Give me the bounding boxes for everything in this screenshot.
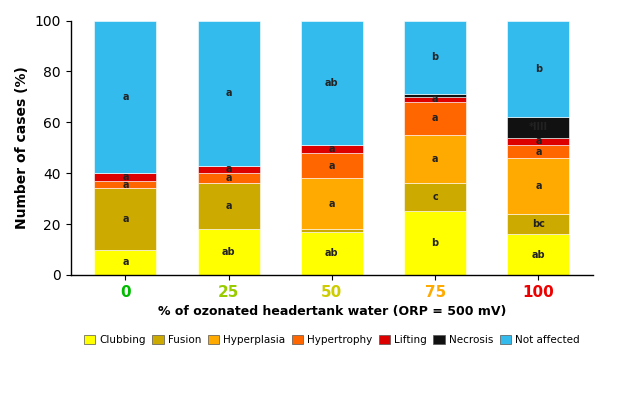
Bar bbox=[301, 178, 363, 229]
Text: a: a bbox=[329, 144, 335, 154]
Bar bbox=[301, 232, 363, 275]
Text: b: b bbox=[535, 64, 542, 74]
Text: a: a bbox=[329, 199, 335, 209]
Text: ab: ab bbox=[222, 247, 236, 257]
Bar bbox=[198, 166, 260, 173]
Bar bbox=[301, 153, 363, 178]
Text: a: a bbox=[432, 114, 438, 124]
Legend: Clubbing, Fusion, Hyperplasia, Hypertrophy, Lifting, Necrosis, Not affected: Clubbing, Fusion, Hyperplasia, Hypertrop… bbox=[80, 331, 584, 349]
Y-axis label: Number of cases (%): Number of cases (%) bbox=[15, 66, 29, 229]
Text: a: a bbox=[122, 214, 128, 224]
Text: a: a bbox=[535, 147, 542, 156]
Bar bbox=[404, 102, 466, 135]
Bar bbox=[94, 188, 156, 250]
Bar bbox=[198, 183, 260, 229]
Text: b: b bbox=[432, 238, 439, 248]
Bar bbox=[198, 21, 260, 166]
Text: ab: ab bbox=[325, 248, 339, 258]
Bar bbox=[301, 229, 363, 232]
Bar bbox=[301, 21, 363, 145]
Bar bbox=[94, 181, 156, 188]
Bar bbox=[404, 183, 466, 211]
Bar bbox=[507, 214, 569, 234]
Text: a: a bbox=[535, 181, 542, 191]
Text: bc: bc bbox=[532, 219, 545, 229]
Text: a: a bbox=[122, 180, 128, 189]
Bar bbox=[198, 229, 260, 275]
Text: a: a bbox=[329, 160, 335, 170]
Bar bbox=[94, 173, 156, 181]
Text: a: a bbox=[226, 88, 232, 98]
Text: ab: ab bbox=[531, 250, 545, 260]
Text: a: a bbox=[226, 164, 232, 175]
Text: a: a bbox=[122, 92, 128, 102]
Bar bbox=[507, 21, 569, 117]
Text: *IIII: *IIII bbox=[529, 122, 548, 133]
Bar bbox=[507, 145, 569, 158]
Bar bbox=[404, 21, 466, 94]
Bar bbox=[198, 173, 260, 183]
Bar bbox=[94, 250, 156, 275]
Bar bbox=[94, 21, 156, 173]
Bar bbox=[507, 137, 569, 145]
Text: a: a bbox=[226, 173, 232, 183]
Bar bbox=[404, 97, 466, 102]
Text: c: c bbox=[432, 192, 438, 202]
Bar bbox=[507, 158, 569, 214]
Bar bbox=[404, 135, 466, 183]
Text: a: a bbox=[226, 201, 232, 211]
Bar bbox=[507, 234, 569, 275]
Text: ab: ab bbox=[325, 78, 339, 88]
Bar bbox=[507, 117, 569, 137]
Bar bbox=[404, 211, 466, 275]
X-axis label: % of ozonated headertank water (ORP = 500 mV): % of ozonated headertank water (ORP = 50… bbox=[157, 305, 506, 318]
Text: a: a bbox=[535, 137, 542, 146]
Text: a: a bbox=[122, 257, 128, 267]
Bar bbox=[301, 145, 363, 153]
Text: a: a bbox=[432, 154, 438, 164]
Text: a: a bbox=[122, 172, 128, 182]
Text: b: b bbox=[432, 53, 439, 62]
Bar bbox=[404, 94, 466, 97]
Text: a: a bbox=[432, 95, 438, 104]
